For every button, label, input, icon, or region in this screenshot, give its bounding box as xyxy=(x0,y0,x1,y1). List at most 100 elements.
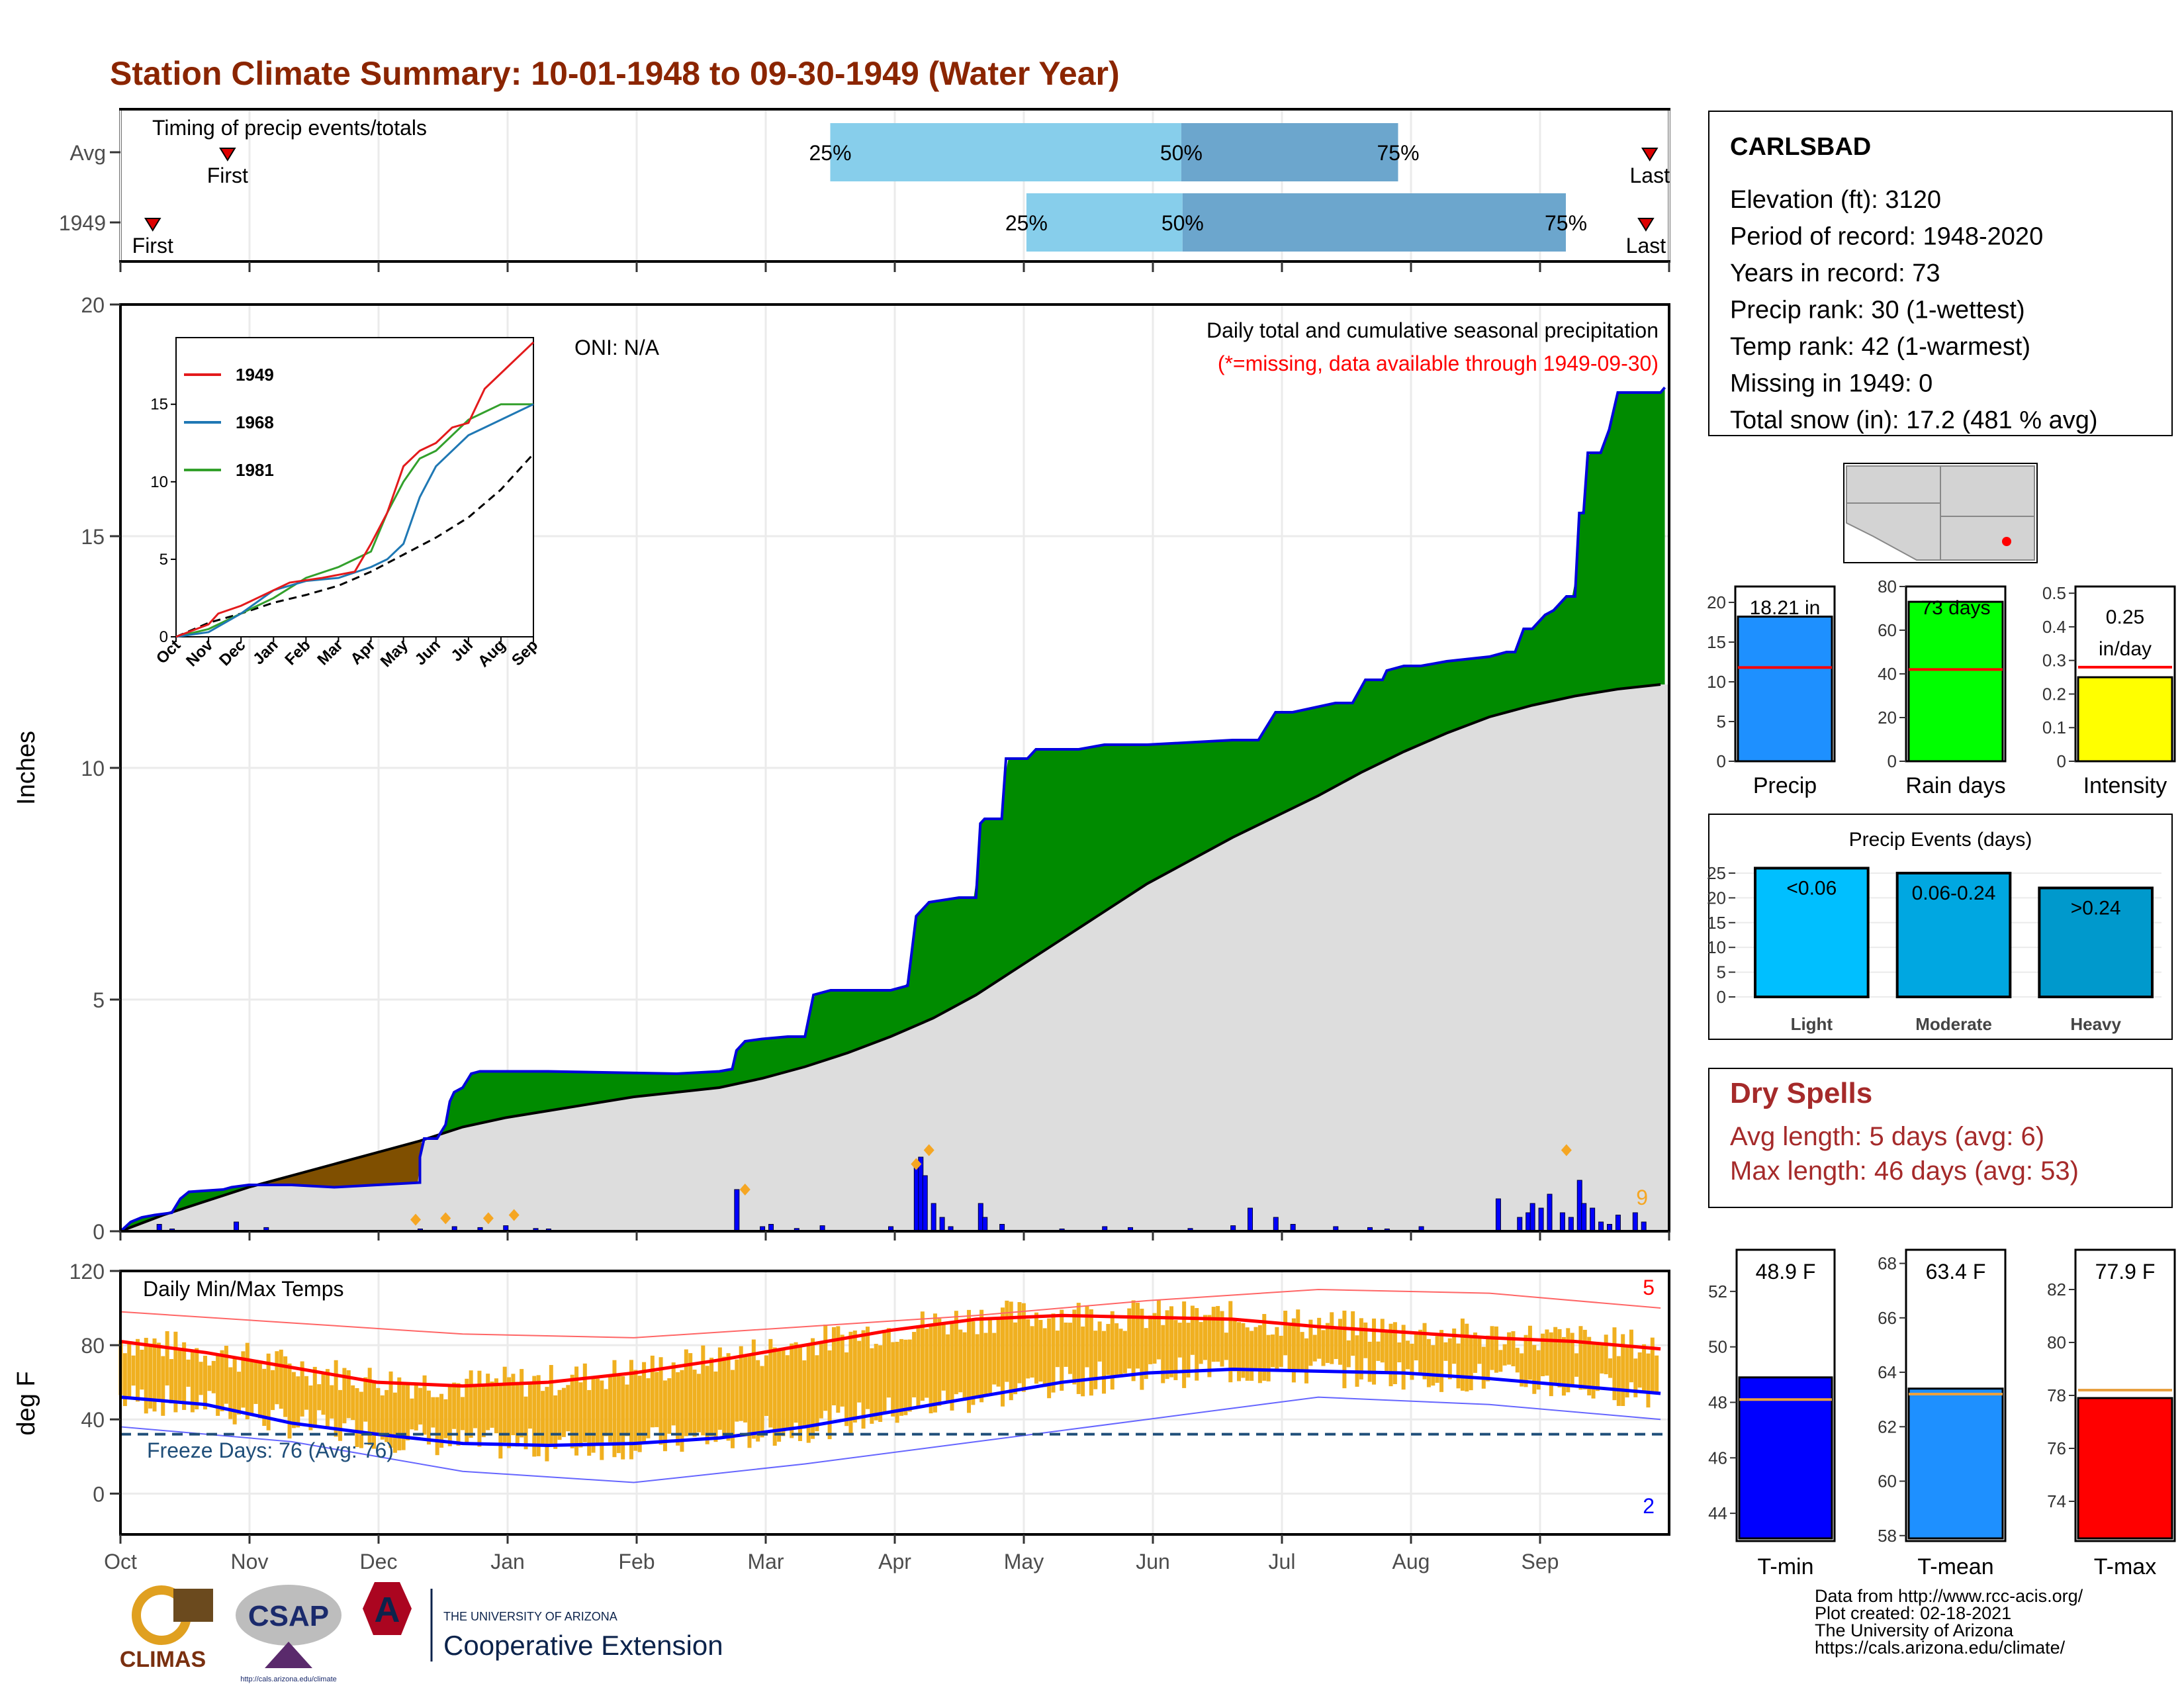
daily-temp-range-bar xyxy=(1211,1307,1216,1362)
inset-1949-line xyxy=(175,341,535,638)
daily-temp-range-bar xyxy=(1173,1320,1178,1380)
daily-temp-range-bar xyxy=(785,1355,790,1429)
daily-temp-range-bar xyxy=(582,1363,587,1442)
daily-precip-bar xyxy=(1529,1203,1535,1232)
daily-temp-range-bar xyxy=(595,1378,600,1444)
daily-temp-range-bar xyxy=(1148,1315,1153,1364)
daily-temp-range-bar xyxy=(1511,1331,1516,1366)
avg-max-line xyxy=(120,1313,1661,1388)
daily-temp-range-bar xyxy=(1081,1326,1085,1397)
daily-temp-range-bar xyxy=(1507,1332,1512,1365)
daily-temp-range-bar xyxy=(156,1342,161,1401)
daily-temp-range-bar xyxy=(1625,1345,1629,1398)
inset-y-tick-label: 5 xyxy=(159,551,168,569)
daily-precip-bar xyxy=(1525,1212,1531,1232)
daily-temp-range-bar xyxy=(616,1376,621,1454)
daily-temp-range-bar xyxy=(760,1366,764,1438)
daily-temp-range-bar xyxy=(1169,1306,1174,1378)
summary-y-tick-label: 20 xyxy=(1707,592,1726,612)
daily-temp-range-bar xyxy=(962,1332,967,1401)
daily-temp-range-bar xyxy=(1574,1353,1579,1377)
daily-temp-range-bar xyxy=(216,1354,220,1416)
daily-temp-range-bar xyxy=(532,1376,537,1457)
daily-temp-range-bar xyxy=(983,1333,988,1396)
daily-temp-range-bar xyxy=(1477,1337,1482,1364)
daily-temp-range-bar xyxy=(1237,1322,1242,1382)
daily-temp-range-bar xyxy=(553,1395,558,1449)
month-tick-label: Aug xyxy=(1392,1550,1430,1573)
daily-temp-range-bar xyxy=(726,1353,731,1441)
daily-temp-range-bar xyxy=(848,1331,853,1434)
daily-temp-range-bar xyxy=(498,1384,503,1459)
daily-temp-range-bar xyxy=(1587,1336,1592,1395)
timing-p25-label: 25% xyxy=(809,141,851,165)
inset-y-tick-label: 15 xyxy=(150,396,168,414)
daily-temp-range-bar xyxy=(1262,1313,1267,1381)
daily-temp-range-bar xyxy=(709,1358,714,1436)
daily-temp-range-bar xyxy=(330,1385,334,1419)
daily-temp-range-bar xyxy=(1182,1301,1187,1388)
station-info-line: Total snow (in): 17.2 (481 % avg) xyxy=(1730,406,2098,434)
daily-precip-bar xyxy=(734,1189,740,1232)
events-range-label: 0.06-0.24 xyxy=(1912,882,1996,904)
daily-temp-range-bar xyxy=(241,1351,246,1408)
daily-temp-range-bar xyxy=(1490,1326,1494,1370)
daily-precip-bar xyxy=(939,1217,945,1232)
daily-temp-range-bar xyxy=(806,1344,811,1443)
daily-temp-range-bar xyxy=(1524,1335,1528,1387)
daily-temp-range-bar xyxy=(1515,1348,1520,1373)
daily-temp-range-bar xyxy=(1545,1329,1549,1376)
daily-temp-range-bar xyxy=(1481,1346,1486,1389)
daily-temp-range-bar xyxy=(1034,1312,1038,1384)
daily-temp-range-bar xyxy=(1000,1307,1005,1407)
daily-temp-range-bar xyxy=(925,1329,929,1398)
daily-temp-range-bar xyxy=(1110,1311,1115,1390)
daily-temp-range-bar xyxy=(469,1370,473,1438)
daily-temp-range-bar xyxy=(355,1388,359,1447)
daily-temp-range-bar xyxy=(566,1385,570,1432)
temp-bar-panels: 44 46 48 50 52 48.9 F T-min 58 60 62 64 66 68 63.4 F T… xyxy=(1708,1248,2176,1579)
daily-temp-range-bar xyxy=(637,1376,642,1452)
daily-temp-range-bar xyxy=(1355,1335,1359,1387)
summary-y-tick-label: 0.1 xyxy=(2042,718,2066,737)
daily-precip-bar xyxy=(1559,1212,1565,1232)
low-count: 2 xyxy=(1643,1494,1655,1518)
daily-temp-range-bar xyxy=(621,1376,625,1460)
daily-temp-range-bar xyxy=(836,1326,841,1413)
daily-temp-range-bar xyxy=(232,1357,237,1425)
daily-temp-range-bar xyxy=(696,1374,701,1432)
timing-row-label: 1949 xyxy=(59,211,106,235)
daily-temp-range-bar xyxy=(1207,1315,1212,1378)
temp-bar-y-tick-label: 82 xyxy=(2047,1280,2066,1299)
daily-temp-range-bar xyxy=(1473,1332,1478,1373)
daily-temp-range-bar xyxy=(891,1342,895,1417)
daily-temp-range-bar xyxy=(1456,1343,1461,1389)
daily-temp-range-bar xyxy=(557,1389,562,1440)
temp-bar-value-label: 77.9 F xyxy=(2095,1260,2156,1284)
daily-temp-range-bar xyxy=(950,1323,954,1411)
daily-temp-range-bar xyxy=(831,1327,836,1405)
temp-bar-value-label: 48.9 F xyxy=(1756,1260,1816,1284)
daily-precip-bar xyxy=(1615,1215,1621,1232)
heavy-event-marker xyxy=(923,1144,934,1156)
daily-precip-bar xyxy=(918,1156,924,1232)
summary-y-tick-label: 0 xyxy=(1717,751,1726,771)
daily-temp-range-bar xyxy=(1435,1336,1439,1383)
daily-temp-range-bar xyxy=(1566,1328,1570,1393)
daily-precip-bar xyxy=(1538,1207,1544,1232)
daily-temp-range-bar xyxy=(739,1346,743,1421)
station-info-line: Elevation (ft): 3120 xyxy=(1730,186,1941,214)
daily-temp-range-bar xyxy=(122,1353,127,1407)
daily-temp-range-bar xyxy=(1026,1319,1030,1379)
precip-ylabel: Inches xyxy=(13,731,40,805)
daily-temp-range-bar xyxy=(456,1383,461,1446)
page-title: Station Climate Summary: 10-01-1948 to 0… xyxy=(110,55,1120,92)
daily-temp-range-bar xyxy=(701,1345,705,1436)
events-bar xyxy=(1754,867,1870,998)
daily-temp-range-bar xyxy=(1595,1342,1600,1391)
dry-spells-avg: Avg length: 5 days (avg: 6) xyxy=(1730,1122,2044,1151)
daily-temp-range-bar xyxy=(342,1368,347,1424)
daily-precip-bar xyxy=(1547,1194,1553,1232)
dry-spells-max: Max length: 46 days (avg: 53) xyxy=(1730,1156,2079,1186)
station-info-line: Years in record: 73 xyxy=(1730,259,1940,287)
